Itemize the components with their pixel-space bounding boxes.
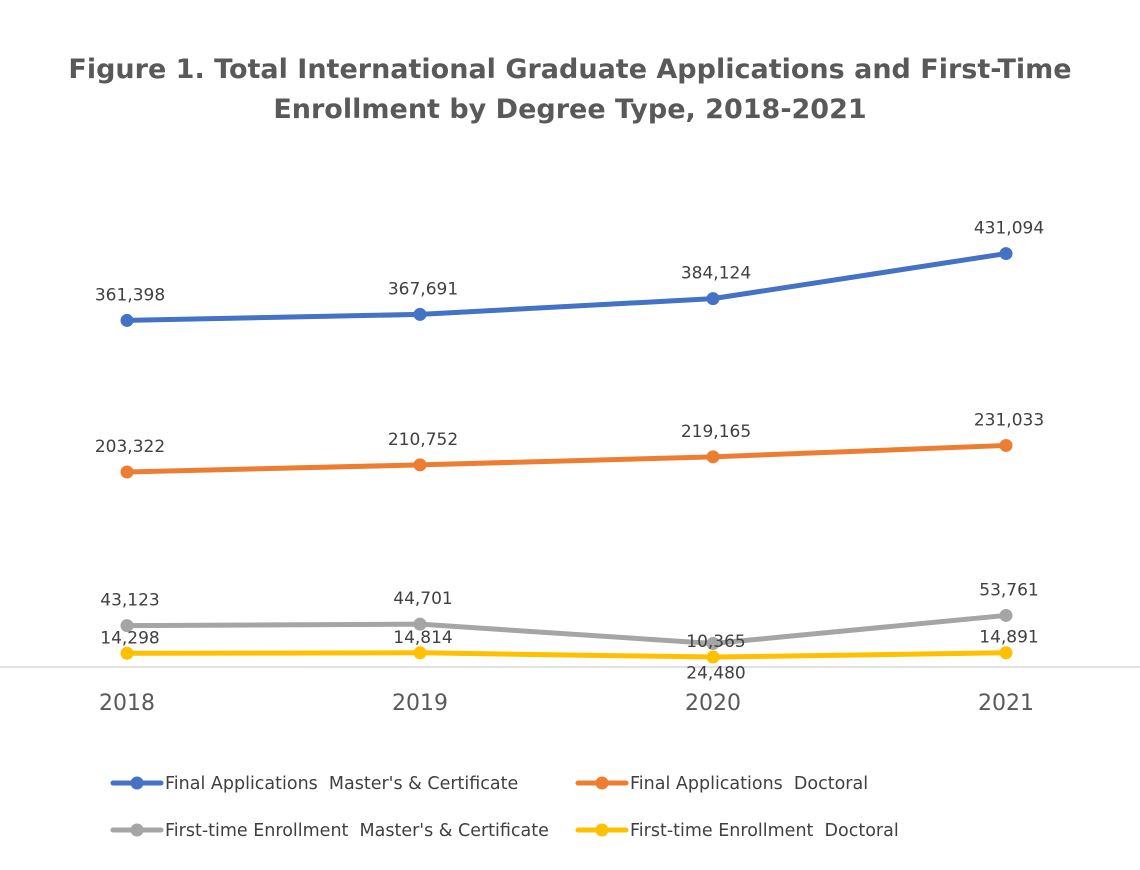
chart-title-line-2: Enrollment by Degree Type, 2018-2021	[273, 94, 867, 125]
legend-label-4: First-time Enrollment Doctoral	[630, 821, 899, 841]
series-4: 14,298 14,814 10,365 14,891	[100, 628, 1039, 664]
legend: Final Applications Master's & Certificat…	[110, 774, 899, 841]
series-layer: 361,398 367,691 384,124 431,094 203,322 210,7…	[95, 219, 1044, 684]
chart-title: Figure 1. Total International Graduate A…	[0, 50, 1140, 130]
data-label-3-2019: 44,701	[393, 589, 452, 609]
data-point-3-2020	[706, 637, 720, 651]
data-label-1-2018: 361,398	[95, 285, 165, 305]
data-label-1-2019: 367,691	[388, 279, 458, 299]
data-point-3-2018	[120, 619, 134, 633]
data-point-2-2021	[999, 438, 1013, 452]
data-point-2-2019	[413, 458, 427, 472]
data-label-2-2018: 203,322	[95, 437, 165, 457]
series-3: 43,123 44,701 24,480 53,761	[100, 580, 1038, 683]
legend-label-3: First-time Enrollment Master's & Certifi…	[165, 821, 549, 841]
data-label-3-2018: 43,123	[100, 591, 159, 611]
legend-swatch-marker-1	[130, 776, 144, 790]
data-label-4-2021: 14,891	[979, 628, 1038, 648]
legend-label-1: Final Applications Master's & Certificat…	[165, 774, 518, 794]
data-point-3-2019	[413, 617, 427, 631]
series-line-2	[124, 442, 1009, 475]
data-point-2-2020	[706, 450, 720, 464]
data-point-4-2021	[999, 646, 1013, 660]
series-line-3	[124, 612, 1009, 647]
data-point-2-2018	[120, 465, 134, 479]
legend-item-3: First-time Enrollment Master's & Certifi…	[110, 821, 549, 841]
data-label-2-2021: 231,033	[974, 410, 1044, 430]
legend-item-2: Final Applications Doctoral	[575, 774, 868, 794]
x-axis: 2018 2019 2020 2021	[0, 666, 1140, 716]
legend-swatch-marker-2	[595, 776, 609, 790]
x-tick-label-2019: 2019	[392, 691, 448, 716]
legend-swatch-marker-3	[130, 823, 144, 837]
data-label-4-2018: 14,298	[100, 628, 159, 648]
series-line-1	[124, 251, 1009, 323]
x-tick-label-2021: 2021	[978, 691, 1034, 716]
series-1: 361,398 367,691 384,124 431,094	[95, 219, 1044, 327]
data-point-1-2019	[413, 307, 427, 321]
data-label-2-2019: 210,752	[388, 430, 458, 450]
legend-item-4: First-time Enrollment Doctoral	[575, 821, 899, 841]
x-tick-label-2020: 2020	[685, 691, 741, 716]
data-label-1-2021: 431,094	[974, 219, 1044, 239]
data-point-1-2018	[120, 313, 134, 327]
series-2: 203,322 210,752 219,165 231,033	[95, 410, 1044, 479]
data-label-4-2020: 10,365	[686, 632, 745, 652]
legend-item-1: Final Applications Master's & Certificat…	[110, 774, 518, 794]
data-label-3-2020: 24,480	[686, 664, 745, 684]
legend-label-2: Final Applications Doctoral	[630, 774, 868, 794]
data-label-4-2019: 14,814	[393, 628, 452, 648]
data-point-4-2020	[706, 650, 720, 664]
data-point-4-2019	[413, 646, 427, 660]
chart-title-line-1: Figure 1. Total International Graduate A…	[68, 54, 1072, 85]
data-point-1-2021	[999, 247, 1013, 261]
series-line-4	[124, 650, 1009, 660]
data-label-1-2020: 384,124	[681, 264, 751, 284]
legend-swatch-marker-4	[595, 823, 609, 837]
data-label-2-2020: 219,165	[681, 422, 751, 442]
data-point-3-2021	[999, 608, 1013, 622]
x-tick-label-2018: 2018	[99, 691, 155, 716]
data-point-4-2018	[120, 646, 134, 660]
data-label-3-2021: 53,761	[979, 580, 1038, 600]
data-point-1-2020	[706, 292, 720, 306]
